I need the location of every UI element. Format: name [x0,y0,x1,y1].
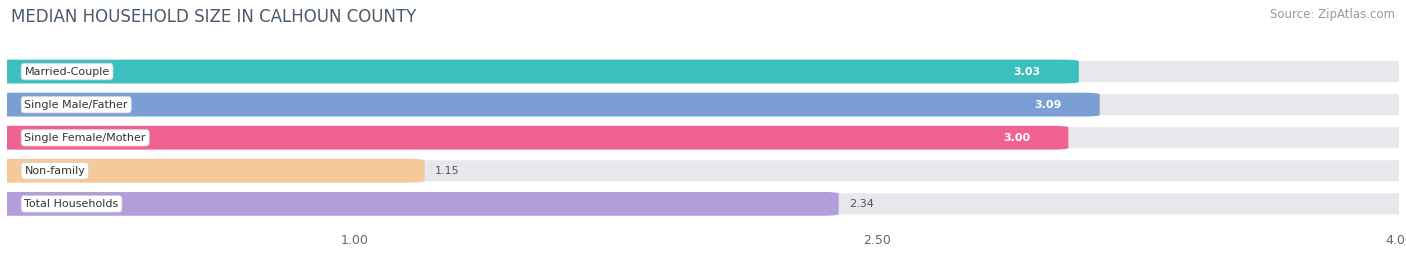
FancyBboxPatch shape [0,159,1406,183]
FancyBboxPatch shape [0,126,1406,150]
Text: Single Female/Mother: Single Female/Mother [24,133,146,143]
Text: 3.00: 3.00 [1002,133,1031,143]
Text: Total Households: Total Households [24,199,118,209]
FancyBboxPatch shape [0,192,1406,216]
FancyBboxPatch shape [0,192,839,216]
FancyBboxPatch shape [0,60,1406,83]
Text: 1.15: 1.15 [434,166,460,176]
Text: MEDIAN HOUSEHOLD SIZE IN CALHOUN COUNTY: MEDIAN HOUSEHOLD SIZE IN CALHOUN COUNTY [11,8,416,26]
Text: Source: ZipAtlas.com: Source: ZipAtlas.com [1270,8,1395,21]
FancyBboxPatch shape [0,126,1069,150]
Text: 3.03: 3.03 [1014,66,1040,77]
Text: 3.09: 3.09 [1033,100,1062,110]
Text: 2.34: 2.34 [849,199,875,209]
Text: Single Male/Father: Single Male/Father [24,100,128,110]
FancyBboxPatch shape [0,60,1078,83]
FancyBboxPatch shape [0,93,1099,116]
FancyBboxPatch shape [0,159,425,183]
Text: Married-Couple: Married-Couple [24,66,110,77]
FancyBboxPatch shape [0,93,1406,116]
Text: Non-family: Non-family [24,166,86,176]
